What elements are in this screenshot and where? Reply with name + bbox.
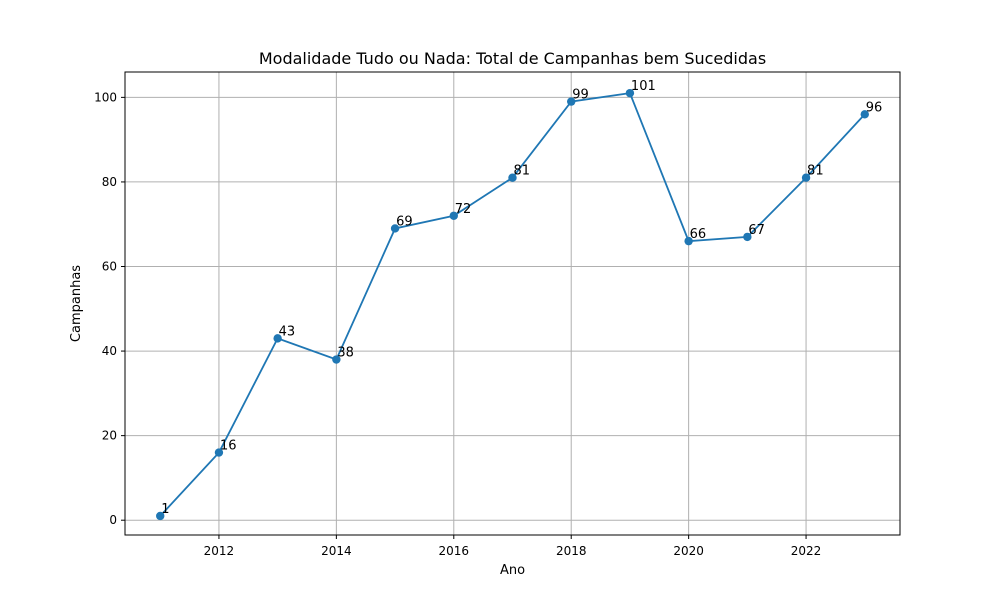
- data-label: 43: [279, 324, 296, 339]
- y-tick-label: 60: [102, 260, 117, 274]
- data-point: [625, 88, 635, 98]
- data-point: [567, 97, 576, 106]
- data-label: 101: [631, 79, 656, 94]
- y-tick-label: 0: [109, 513, 117, 527]
- x-tick-label: 2016: [439, 544, 470, 558]
- x-tick-label: 2018: [556, 544, 587, 558]
- data-label: 81: [807, 164, 824, 179]
- data-point: [449, 211, 458, 220]
- plot-frame: [124, 71, 901, 536]
- y-tick-label: 80: [102, 175, 117, 189]
- data-point: [214, 448, 224, 457]
- data-label: 67: [748, 223, 765, 238]
- x-tick-label: 2022: [791, 544, 822, 558]
- data-point: [508, 173, 517, 182]
- x-tick-label: 2014: [321, 544, 352, 558]
- data-point: [156, 511, 165, 521]
- y-tick-label: 100: [94, 90, 117, 104]
- data-label: 96: [866, 100, 883, 115]
- data-point: [684, 236, 693, 246]
- series-line: [159, 92, 866, 517]
- x-tick-label: 2012: [204, 544, 235, 558]
- data-point: [273, 334, 282, 343]
- axis-ticks: 2012 2014 2016 2018 2020 2022 0 20 40 60 80 100: [94, 90, 821, 558]
- data-label: 66: [690, 227, 707, 242]
- data-point: [860, 110, 869, 119]
- data-point: [743, 232, 752, 242]
- data-point: [801, 173, 811, 182]
- y-tick-label: 40: [102, 344, 117, 358]
- y-tick-label: 20: [102, 429, 117, 443]
- data-label: 69: [396, 214, 413, 229]
- grid: [125, 72, 900, 535]
- data-label: 1: [161, 502, 169, 517]
- x-axis-label: Ano: [500, 563, 525, 578]
- data-label: 99: [572, 88, 589, 103]
- chart-title: Modalidade Tudo ou Nada: Total de Campan…: [259, 49, 766, 68]
- data-label: 16: [220, 439, 237, 454]
- y-axis-label: Campanhas: [69, 265, 84, 342]
- data-point: [390, 224, 400, 233]
- data-labels: 1 16 43 38 69 72 81 99 101 66 67 81 96: [161, 79, 882, 517]
- x-tick-label: 2020: [673, 544, 704, 558]
- data-point: [332, 355, 341, 364]
- data-label: 72: [455, 202, 472, 217]
- series-layer: [156, 88, 869, 521]
- data-label: 81: [514, 164, 531, 179]
- data-label: 38: [337, 346, 354, 361]
